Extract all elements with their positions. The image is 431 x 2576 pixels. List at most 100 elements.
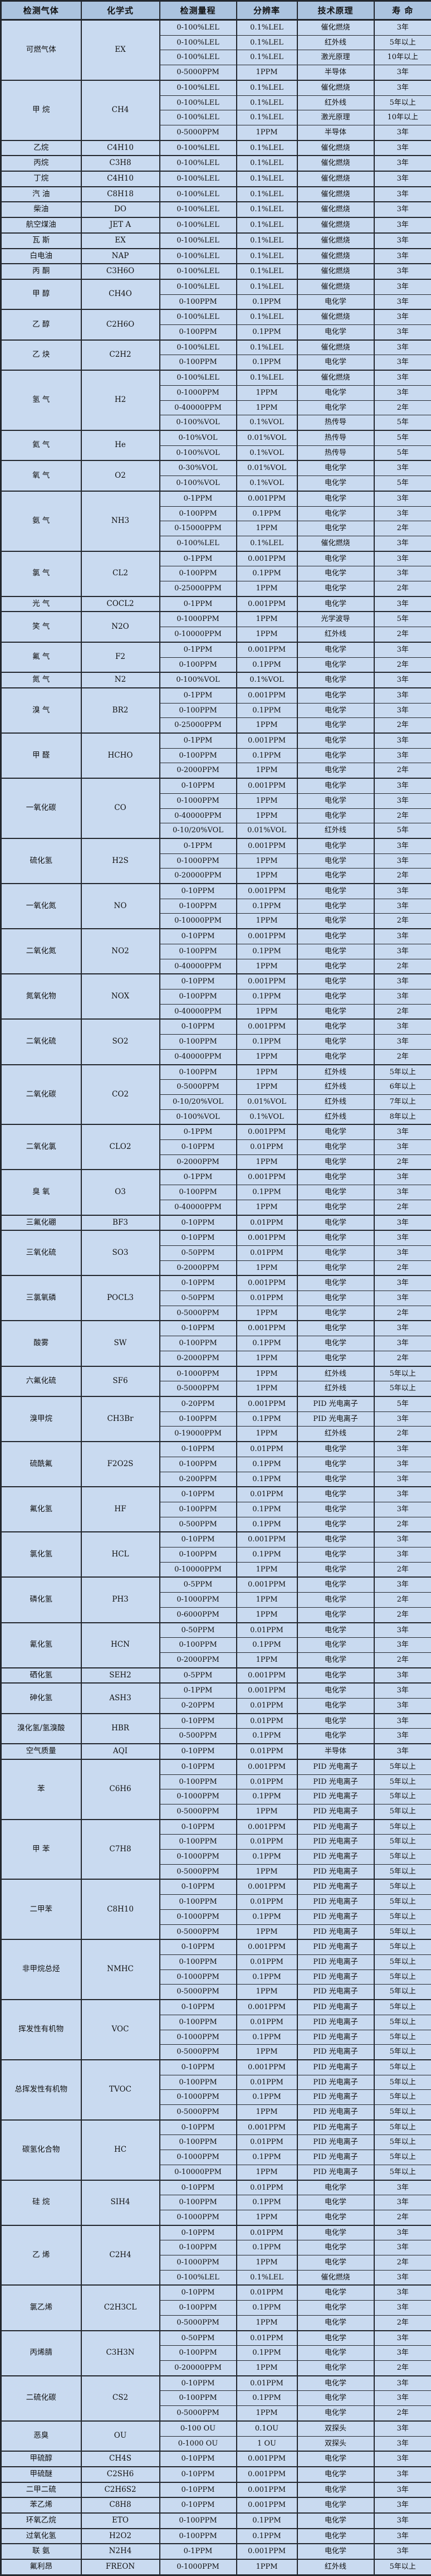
formula-cell: PH3 xyxy=(81,1577,160,1622)
range-cell: 0-2000PPM xyxy=(160,1154,237,1170)
principle-cell: 催化燃烧 xyxy=(297,20,374,36)
principle-cell: 红外线 xyxy=(297,1109,374,1124)
resolution-cell: 0.01PPM xyxy=(237,1835,297,1850)
resolution-cell: 0.001PPM xyxy=(237,1230,297,1245)
resolution-cell: 1PPM xyxy=(237,1924,297,1939)
formula-cell: BR2 xyxy=(81,688,160,733)
gas-name-cell: 甲 醇 xyxy=(1,279,81,309)
formula-cell: CH4S xyxy=(81,2451,160,2467)
resolution-cell: 0.01PPM xyxy=(237,2331,297,2346)
range-cell: 0-1000PPM xyxy=(160,1789,237,1804)
resolution-cell: 0.001PPM xyxy=(237,1532,297,1547)
lifespan-cell: 3年 xyxy=(374,1577,431,1592)
lifespan-cell: 5年以上 xyxy=(374,1895,431,1910)
resolution-cell: 0.01PPM xyxy=(237,2135,297,2150)
principle-cell: PID 光电离子 xyxy=(297,1396,374,1411)
range-cell: 0-1PPM xyxy=(160,1170,237,1185)
principle-cell: 电化学 xyxy=(297,718,374,733)
principle-cell: 电化学 xyxy=(297,1291,374,1306)
lifespan-cell: 3年 xyxy=(374,989,431,1005)
lifespan-cell: 3年 xyxy=(374,2331,431,2346)
gas-name-cell: 二硫化碳 xyxy=(1,2376,81,2421)
resolution-cell: 0.1PPM xyxy=(237,1517,297,1532)
range-cell: 0-25000PPM xyxy=(160,718,237,733)
resolution-cell: 0.01%VOL xyxy=(237,823,297,838)
range-cell: 0-10PPM xyxy=(160,2000,237,2015)
resolution-cell: 0.1%LEL xyxy=(237,95,297,110)
lifespan-cell: 3年 xyxy=(374,140,431,156)
formula-cell: NH3 xyxy=(81,491,160,551)
lifespan-cell: 5年以上 xyxy=(374,1381,431,1396)
lifespan-cell: 5年以上 xyxy=(374,1835,431,1850)
lifespan-cell: 3年 xyxy=(374,1321,431,1336)
principle-cell: PID 光电离子 xyxy=(297,1955,374,1970)
formula-cell: JET A xyxy=(81,217,160,233)
lifespan-cell: 2年 xyxy=(374,521,431,536)
principle-cell: 电化学 xyxy=(297,2482,374,2498)
resolution-cell: 0.001PPM xyxy=(237,1396,297,1411)
formula-cell: BF3 xyxy=(81,1215,160,1231)
resolution-cell: 0.1PPM xyxy=(237,2030,297,2045)
lifespan-cell: 2年 xyxy=(374,1652,431,1667)
gas-name-cell: 一氧化氮 xyxy=(1,884,81,929)
resolution-cell: 0.01PPM xyxy=(237,2180,297,2195)
range-cell: 0-10PPM xyxy=(160,884,237,899)
resolution-cell: 0.001PPM xyxy=(237,491,297,506)
lifespan-cell: 3年 xyxy=(374,1411,431,1427)
resolution-cell: 0.001PPM xyxy=(237,929,297,944)
lifespan-cell: 2年 xyxy=(374,657,431,672)
resolution-cell: 1PPM xyxy=(237,1351,297,1366)
range-cell: 0-10PPM xyxy=(160,2060,237,2075)
resolution-cell: 0.1%LEL xyxy=(237,110,297,125)
lifespan-cell: 3年 xyxy=(374,884,431,899)
lifespan-cell: 3年 xyxy=(374,672,431,688)
range-cell: 0-1000PPM xyxy=(160,2090,237,2105)
range-cell: 0-1000 OU xyxy=(160,2436,237,2451)
lifespan-cell: 3年 xyxy=(374,1714,431,1729)
range-cell: 0-1000PPM xyxy=(160,1909,237,1924)
resolution-cell: 1PPM xyxy=(237,612,297,627)
principle-cell: PID 光电离子 xyxy=(297,1909,374,1924)
resolution-cell: 0.1PPM xyxy=(237,1850,297,1865)
principle-cell: 催化燃烧 xyxy=(297,2270,374,2285)
lifespan-cell: 3年 xyxy=(374,506,431,521)
lifespan-cell: 3年 xyxy=(374,217,431,233)
lifespan-cell: 2年 xyxy=(374,1351,431,1366)
range-cell: 0-100%VOL xyxy=(160,1109,237,1124)
range-cell: 0-5000PPM xyxy=(160,2406,237,2421)
gas-name-cell: 甲硫醚 xyxy=(1,2467,81,2482)
principle-cell: 催化燃烧 xyxy=(297,249,374,264)
principle-cell: 光学波导 xyxy=(297,612,374,627)
lifespan-cell: 5年以上 xyxy=(374,35,431,50)
principle-cell: 电化学 xyxy=(297,733,374,748)
resolution-cell: 0.01%VOL xyxy=(237,1094,297,1109)
principle-cell: 电化学 xyxy=(297,1260,374,1275)
principle-cell: PID 光电离子 xyxy=(297,2135,374,2150)
lifespan-cell: 3年 xyxy=(374,793,431,808)
formula-cell: COCL2 xyxy=(81,596,160,612)
gas-name-cell: 碳氢化合物 xyxy=(1,2120,81,2180)
resolution-cell: 1PPM xyxy=(237,793,297,808)
column-header: 寿 命 xyxy=(374,1,431,20)
principle-cell: 电化学 xyxy=(297,763,374,778)
column-header: 技术原理 xyxy=(297,1,374,20)
principle-cell: 电化学 xyxy=(297,596,374,612)
range-cell: 0-1000PPM xyxy=(160,612,237,627)
lifespan-cell: 3年 xyxy=(374,1215,431,1231)
formula-cell: C3H6O xyxy=(81,264,160,279)
lifespan-cell: 5年 xyxy=(374,1396,431,1411)
principle-cell: 半导体 xyxy=(297,125,374,140)
lifespan-cell: 3年 xyxy=(374,2513,431,2529)
